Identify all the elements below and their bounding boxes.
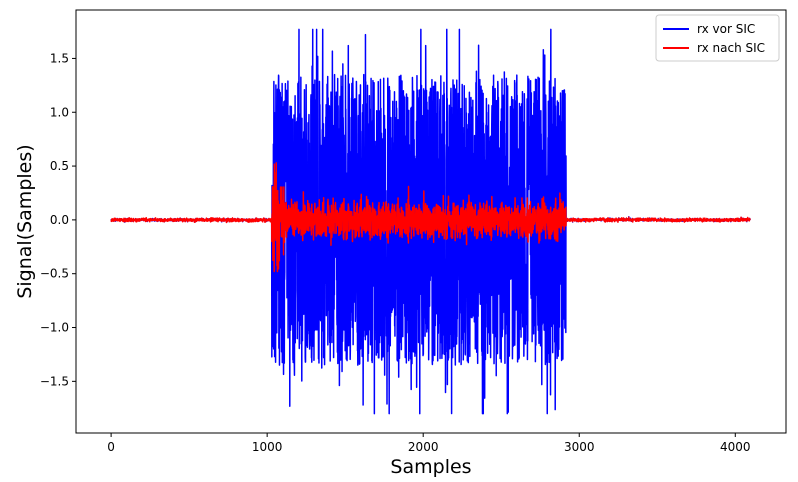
legend-box — [655, 14, 780, 62]
plot-frame — [75, 9, 787, 434]
x-tick-label: 0 — [107, 440, 115, 454]
x-axis: 0 1000 2000 3000 4000 — [107, 433, 751, 454]
x-axis-label: Samples — [390, 456, 471, 478]
y-tick-label: −1.0 — [40, 321, 69, 335]
series-layer — [110, 28, 751, 415]
y-axis: −1.5 −1.0 −0.5 0.0 0.5 1.0 1.5 — [40, 51, 76, 388]
y-tick-label: 0.5 — [50, 159, 69, 173]
plot-area — [75, 9, 787, 434]
x-tick-label: 2000 — [408, 440, 439, 454]
legend-entry: rx nach SIC — [697, 41, 765, 55]
y-tick-label: 1.0 — [50, 105, 69, 119]
y-axis-label: Signal(Samples) — [14, 144, 36, 298]
legend-entry: rx vor SIC — [697, 22, 755, 36]
series-line-rx-nach-sic — [110, 162, 751, 273]
x-tick-label: 1000 — [252, 440, 283, 454]
x-tick-label: 3000 — [564, 440, 595, 454]
y-tick-label: −1.5 — [40, 374, 69, 388]
y-tick-label: 1.5 — [50, 51, 69, 65]
x-tick-label: 4000 — [720, 440, 751, 454]
y-tick-label: 0.0 — [50, 213, 69, 227]
legend: rx vor SIC rx nach SIC — [655, 14, 780, 62]
y-tick-label: −0.5 — [40, 267, 69, 281]
